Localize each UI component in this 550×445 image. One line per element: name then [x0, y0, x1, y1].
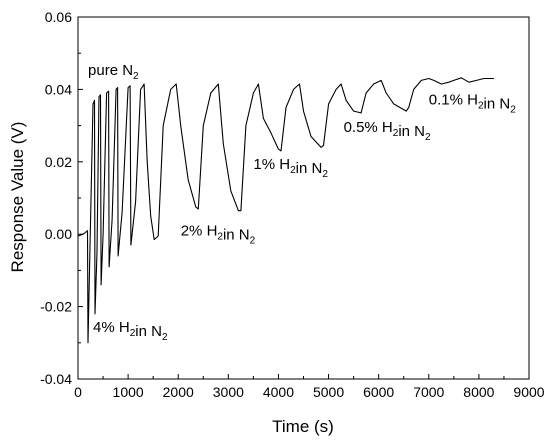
annotation-1pct: 1% H2in N2 — [253, 156, 328, 180]
x-axis-ticks: 0 1000 2000 3000 4000 5000 6000 7000 8000 9000 — [74, 374, 545, 400]
annotation-text: 2% H — [181, 223, 218, 240]
annotation-01pct: 0.1% H2in N2 — [429, 92, 516, 116]
y-tick-label: 0.02 — [45, 154, 72, 170]
annotation-subscript: 2 — [393, 128, 399, 139]
annotation-text: in N — [296, 160, 323, 177]
annotation-text: in N — [398, 123, 425, 140]
x-tick-label: 7000 — [413, 384, 444, 400]
x-tick-label: 5000 — [313, 384, 344, 400]
response-curve — [77, 77, 494, 344]
x-tick-label: 8000 — [463, 384, 494, 400]
annotation-text: 1% H — [253, 156, 290, 173]
annotation-2pct: 2% H2in N2 — [181, 223, 256, 247]
x-axis-title: Time (s) — [272, 417, 334, 436]
annotation-subscript: 2 — [130, 328, 136, 339]
annotation-subscript: 2 — [425, 132, 431, 143]
annotation-subscript: 2 — [217, 232, 223, 243]
annotation-text: 0.1% H — [429, 92, 478, 109]
annotation-subscript: 2 — [290, 165, 296, 176]
annotations: pure N24% H2in N22% H2in N21% H2in N20.5… — [88, 62, 516, 343]
x-tick-label: 4000 — [263, 384, 294, 400]
annotation-subscript: 2 — [478, 101, 484, 112]
annotation-subscript: 2 — [322, 169, 328, 180]
annotation-subscript: 2 — [510, 105, 516, 116]
y-axis-ticks: -0.04 -0.02 0.00 0.02 0.04 0.06 — [40, 9, 83, 387]
annotation-text: in N — [484, 96, 511, 113]
annotation-subscript: 2 — [133, 71, 139, 82]
x-tick-label: 3000 — [213, 384, 244, 400]
annotation-text: 4% H — [93, 319, 130, 336]
y-tick-label: -0.02 — [40, 299, 72, 315]
y-tick-label: 0.00 — [45, 226, 72, 242]
x-tick-label: 0 — [74, 384, 82, 400]
annotation-pure: pure N2 — [88, 62, 139, 82]
y-tick-label: 0.06 — [45, 9, 72, 25]
y-tick-label: -0.04 — [40, 371, 72, 387]
annotation-text: in N — [135, 323, 162, 340]
y-tick-label: 0.04 — [45, 81, 72, 97]
annotation-text: 0.5% H — [344, 119, 393, 136]
annotation-subscript: 2 — [250, 236, 256, 247]
series-group — [77, 77, 494, 344]
y-axis-title: Response Value (V) — [8, 122, 27, 273]
annotation-subscript: 2 — [162, 332, 168, 343]
annotation-4pct: 4% H2in N2 — [93, 319, 168, 343]
x-tick-label: 6000 — [363, 384, 394, 400]
x-tick-label: 1000 — [113, 384, 144, 400]
annotation-text: pure N — [88, 62, 133, 79]
annotation-text: in N — [223, 227, 250, 244]
annotation-05pct: 0.5% H2in N2 — [344, 119, 431, 143]
x-tick-label: 9000 — [513, 384, 544, 400]
x-tick-label: 2000 — [163, 384, 194, 400]
